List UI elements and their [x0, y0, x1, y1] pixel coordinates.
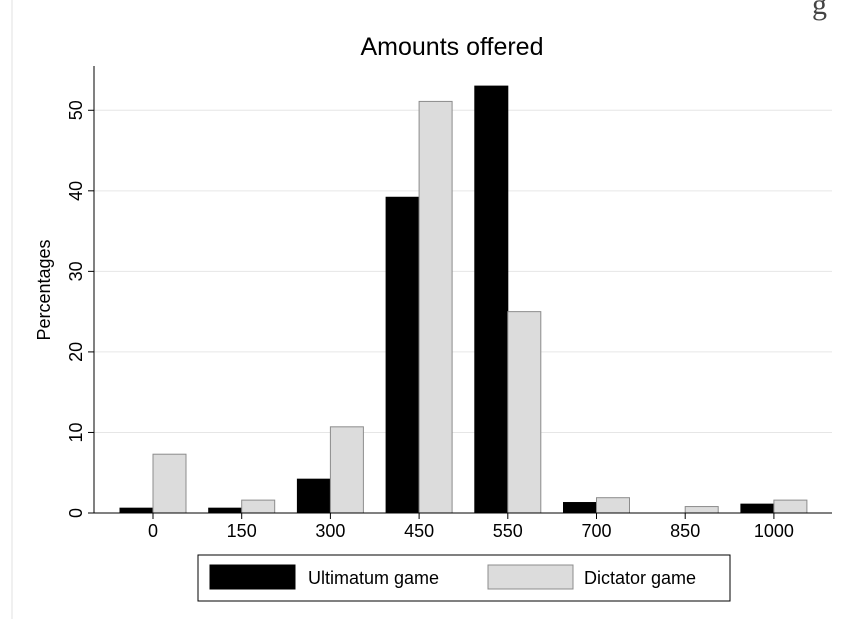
x-tick-label: 0	[148, 521, 158, 541]
legend-label: Ultimatum game	[308, 568, 439, 588]
dictator-bar	[329, 426, 364, 514]
ultimatum-bar	[563, 502, 597, 514]
ultimatum-bar	[385, 196, 420, 514]
y-tick-label: 30	[66, 261, 86, 281]
ultimatum-bar	[474, 85, 509, 514]
bars	[119, 85, 808, 514]
ultimatum-bar	[208, 507, 243, 514]
y-tick-label: 0	[66, 508, 86, 518]
y-tick-labels: 0 10 20 30 40 50	[66, 100, 86, 518]
legend-swatch	[487, 564, 574, 590]
chart-title: Amounts offered	[361, 33, 544, 61]
y-tick-label: 10	[66, 422, 86, 442]
ultimatum-bar	[119, 507, 154, 514]
dictator-bar	[241, 499, 276, 514]
legend-label: Dictator game	[584, 568, 696, 588]
dictator-bar	[773, 499, 808, 514]
x-tick-labels: 0 150 300 450 550 700 850 1000	[148, 521, 794, 541]
axes	[88, 66, 832, 519]
header-text-fragment: g	[812, 0, 827, 21]
dictator-bar	[418, 100, 453, 514]
x-tick-label: 1000	[754, 521, 794, 541]
dictator-bar	[152, 453, 187, 514]
y-tick-label: 40	[66, 181, 86, 201]
dictator-bar	[507, 311, 542, 514]
x-tick-label: 850	[670, 521, 700, 541]
x-tick-label: 300	[315, 521, 345, 541]
x-tick-label: 450	[404, 521, 434, 541]
x-tick-label: 700	[581, 521, 611, 541]
legend-swatch	[209, 564, 296, 590]
y-axis-label: Percentages	[34, 239, 54, 340]
y-tick-label: 20	[66, 342, 86, 362]
x-tick-label: 550	[493, 521, 523, 541]
gridlines	[94, 109, 832, 433]
x-tick-label: 150	[227, 521, 257, 541]
dictator-bar	[596, 497, 630, 514]
ultimatum-bar	[296, 478, 331, 514]
y-tick-label: 50	[66, 100, 86, 120]
legend: Ultimatum game Dictator game	[197, 554, 731, 602]
ultimatum-bar	[740, 503, 775, 514]
dictator-bar	[684, 506, 719, 514]
